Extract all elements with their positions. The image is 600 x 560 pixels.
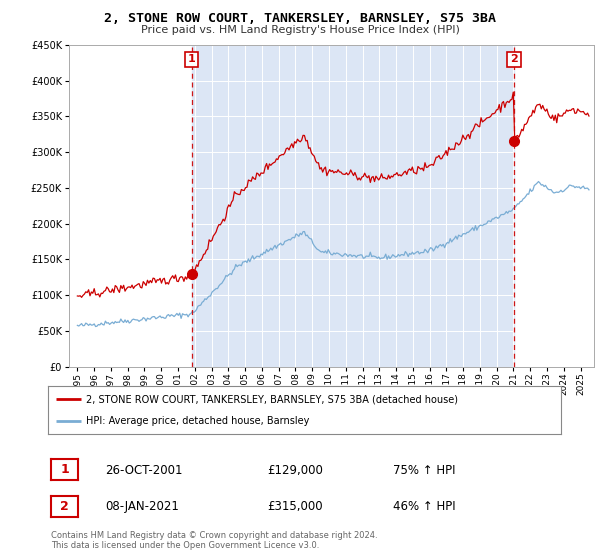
Text: HPI: Average price, detached house, Barnsley: HPI: Average price, detached house, Barn…: [86, 416, 310, 426]
Text: 1: 1: [188, 54, 196, 64]
Text: 2: 2: [60, 500, 69, 513]
Text: 26-OCT-2001: 26-OCT-2001: [105, 464, 182, 477]
Text: 08-JAN-2021: 08-JAN-2021: [105, 500, 179, 514]
Text: £129,000: £129,000: [267, 464, 323, 477]
Bar: [192, 45, 514, 367]
Text: 2: 2: [510, 54, 518, 64]
Text: £315,000: £315,000: [267, 500, 323, 514]
Text: 46% ↑ HPI: 46% ↑ HPI: [393, 500, 455, 514]
Text: Price paid vs. HM Land Registry's House Price Index (HPI): Price paid vs. HM Land Registry's House …: [140, 25, 460, 35]
Text: 2, STONE ROW COURT, TANKERSLEY, BARNSLEY, S75 3BA: 2, STONE ROW COURT, TANKERSLEY, BARNSLEY…: [104, 12, 496, 25]
Text: Contains HM Land Registry data © Crown copyright and database right 2024.
This d: Contains HM Land Registry data © Crown c…: [51, 531, 377, 550]
Text: 75% ↑ HPI: 75% ↑ HPI: [393, 464, 455, 477]
Text: 1: 1: [60, 463, 69, 477]
Text: 2, STONE ROW COURT, TANKERSLEY, BARNSLEY, S75 3BA (detached house): 2, STONE ROW COURT, TANKERSLEY, BARNSLEY…: [86, 394, 458, 404]
